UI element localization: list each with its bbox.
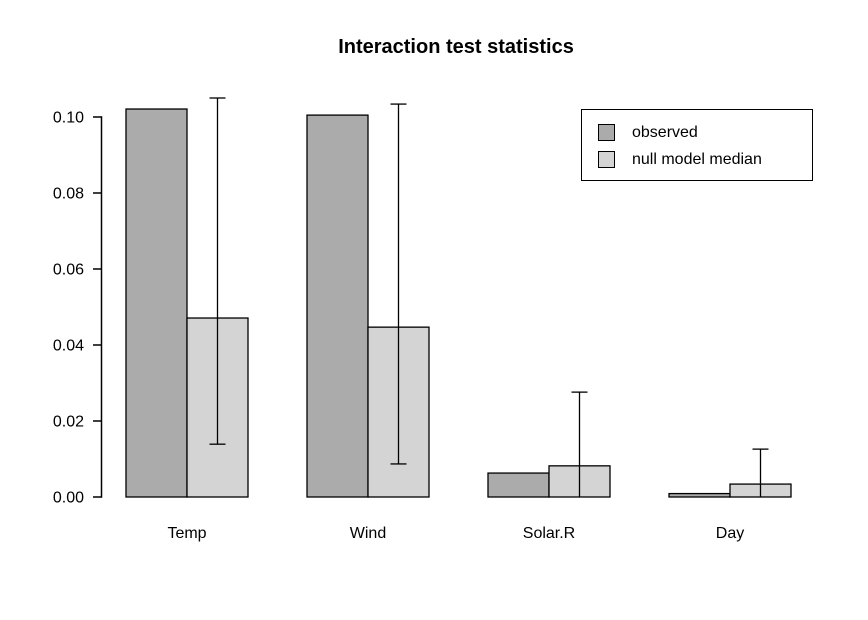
legend-label-null-model-median: null model median	[632, 151, 762, 168]
y-tick-label: 0.06	[53, 262, 84, 279]
bar-observed-wind	[306, 114, 369, 498]
legend-swatch-observed	[598, 124, 615, 141]
bar-observed-temp	[125, 108, 188, 498]
chart-title: Interaction test statistics	[338, 36, 574, 58]
x-category-label-wind: Wind	[350, 525, 386, 542]
legend-item-observed: observed	[598, 124, 812, 141]
x-category-label-temp: Temp	[167, 525, 206, 542]
y-tick-label: 0.10	[53, 110, 84, 127]
legend-item-null-model-median: null model median	[598, 151, 812, 168]
y-tick-label: 0.02	[53, 414, 84, 431]
x-category-label-solar-r: Solar.R	[523, 525, 575, 542]
bar-observed-solar-r	[487, 472, 550, 498]
legend-swatch-null-model-median	[598, 151, 615, 168]
x-category-label-day: Day	[716, 525, 744, 542]
y-tick-label: 0.08	[53, 186, 84, 203]
legend-box: observed null model median	[581, 109, 813, 181]
bar-observed-day	[668, 492, 731, 498]
legend-label-observed: observed	[632, 124, 698, 141]
y-tick-label: 0.04	[53, 338, 84, 355]
y-tick-label: 0.00	[53, 490, 84, 507]
